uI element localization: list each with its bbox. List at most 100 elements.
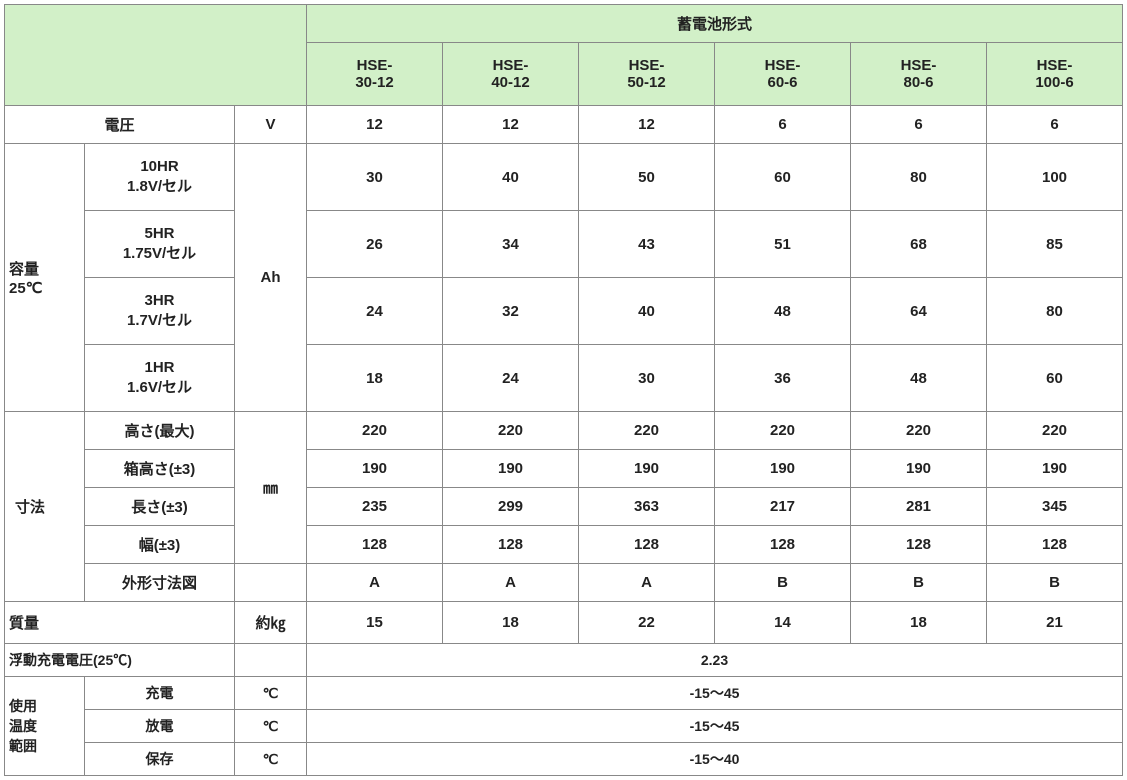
voltage-label: 電圧 <box>5 106 235 144</box>
dim-3-2: 128 <box>579 526 715 564</box>
header-blank <box>5 5 307 106</box>
cap-1-1: 34 <box>443 211 579 278</box>
capacity-rate-3-label: 1HR1.6V/セル <box>85 345 235 412</box>
temp-2-label: 保存 <box>85 743 235 776</box>
temp-1-unit: ℃ <box>235 710 307 743</box>
dim-1-1: 190 <box>443 450 579 488</box>
mass-1: 18 <box>443 602 579 644</box>
capacity-rate-0-label: 10HR1.8V/セル <box>85 144 235 211</box>
voltage-unit: V <box>235 106 307 144</box>
cap-3-1: 24 <box>443 345 579 412</box>
capacity-row-2: 3HR1.7V/セル 24 32 40 48 64 80 <box>5 278 1123 345</box>
cap-1-2: 43 <box>579 211 715 278</box>
model-5: HSE-100-6 <box>987 43 1123 106</box>
cap-2-2: 40 <box>579 278 715 345</box>
temp-0-value: -15～45 <box>307 677 1123 710</box>
temp-2-value: -15～40 <box>307 743 1123 776</box>
mass-3: 14 <box>715 602 851 644</box>
voltage-v3: 6 <box>715 106 851 144</box>
dim-1-2: 190 <box>579 450 715 488</box>
cap-3-3: 36 <box>715 345 851 412</box>
mass-0: 15 <box>307 602 443 644</box>
dim-row-1: 箱高さ(±3) 190 190 190 190 190 190 <box>5 450 1123 488</box>
cap-0-3: 60 <box>715 144 851 211</box>
cap-3-5: 60 <box>987 345 1123 412</box>
cap-3-2: 30 <box>579 345 715 412</box>
dim-row-2: 長さ(±3) 235 299 363 217 281 345 <box>5 488 1123 526</box>
model-3: HSE-60-6 <box>715 43 851 106</box>
dim-0-2: 220 <box>579 412 715 450</box>
out-2: A <box>579 564 715 602</box>
dim-group-label: 寸法 <box>5 412 85 602</box>
cap-1-3: 51 <box>715 211 851 278</box>
dim-row-0: 寸法 高さ(最大) ㎜ 220 220 220 220 220 220 <box>5 412 1123 450</box>
voltage-v0: 12 <box>307 106 443 144</box>
dim-0-label: 高さ(最大) <box>85 412 235 450</box>
header-group-title: 蓄電池形式 <box>307 5 1123 43</box>
dim-2-3: 217 <box>715 488 851 526</box>
mass-5: 21 <box>987 602 1123 644</box>
voltage-v2: 12 <box>579 106 715 144</box>
mass-4: 18 <box>851 602 987 644</box>
cap-2-5: 80 <box>987 278 1123 345</box>
dim-2-1: 299 <box>443 488 579 526</box>
dim-1-label: 箱高さ(±3) <box>85 450 235 488</box>
cap-0-0: 30 <box>307 144 443 211</box>
capacity-rate-2-label: 3HR1.7V/セル <box>85 278 235 345</box>
model-4: HSE-80-6 <box>851 43 987 106</box>
voltage-v4: 6 <box>851 106 987 144</box>
cap-2-0: 24 <box>307 278 443 345</box>
dim-2-4: 281 <box>851 488 987 526</box>
dim-3-5: 128 <box>987 526 1123 564</box>
cap-2-3: 48 <box>715 278 851 345</box>
mass-unit: 約㎏ <box>235 602 307 644</box>
dim-3-0: 128 <box>307 526 443 564</box>
dim-unit: ㎜ <box>235 412 307 564</box>
float-voltage-unit <box>235 644 307 677</box>
out-3: B <box>715 564 851 602</box>
dim-3-label: 幅(±3) <box>85 526 235 564</box>
mass-label: 質量 <box>5 602 235 644</box>
temp-group-label: 使用温度範囲 <box>5 677 85 776</box>
dim-1-0: 190 <box>307 450 443 488</box>
dim-0-3: 220 <box>715 412 851 450</box>
float-voltage-row: 浮動充電電圧(25℃) 2.23 <box>5 644 1123 677</box>
capacity-rate-1-label: 5HR1.75V/セル <box>85 211 235 278</box>
dim-row-3: 幅(±3) 128 128 128 128 128 128 <box>5 526 1123 564</box>
dim-0-1: 220 <box>443 412 579 450</box>
float-voltage-label: 浮動充電電圧(25℃) <box>5 644 235 677</box>
voltage-v5: 6 <box>987 106 1123 144</box>
model-1: HSE-40-12 <box>443 43 579 106</box>
capacity-row-3: 1HR1.6V/セル 18 24 30 36 48 60 <box>5 345 1123 412</box>
temp-2-unit: ℃ <box>235 743 307 776</box>
voltage-v1: 12 <box>443 106 579 144</box>
cap-1-0: 26 <box>307 211 443 278</box>
out-1: A <box>443 564 579 602</box>
header-row-1: 蓄電池形式 <box>5 5 1123 43</box>
cap-0-1: 40 <box>443 144 579 211</box>
dim-3-4: 128 <box>851 526 987 564</box>
temp-1-value: -15～45 <box>307 710 1123 743</box>
out-0: A <box>307 564 443 602</box>
temp-row-1: 放電 ℃ -15～45 <box>5 710 1123 743</box>
cap-0-4: 80 <box>851 144 987 211</box>
capacity-unit: Ah <box>235 144 307 412</box>
cap-1-5: 85 <box>987 211 1123 278</box>
temp-row-0: 使用温度範囲 充電 ℃ -15～45 <box>5 677 1123 710</box>
temp-0-unit: ℃ <box>235 677 307 710</box>
mass-2: 22 <box>579 602 715 644</box>
dim-outline-unit <box>235 564 307 602</box>
dim-2-0: 235 <box>307 488 443 526</box>
capacity-group-label: 容量25℃ <box>5 144 85 412</box>
cap-2-1: 32 <box>443 278 579 345</box>
temp-row-2: 保存 ℃ -15～40 <box>5 743 1123 776</box>
temp-1-label: 放電 <box>85 710 235 743</box>
out-4: B <box>851 564 987 602</box>
dim-0-4: 220 <box>851 412 987 450</box>
dim-outline-row: 外形寸法図 A A A B B B <box>5 564 1123 602</box>
cap-0-2: 50 <box>579 144 715 211</box>
dim-2-2: 363 <box>579 488 715 526</box>
dim-3-3: 128 <box>715 526 851 564</box>
cap-3-4: 48 <box>851 345 987 412</box>
dim-1-5: 190 <box>987 450 1123 488</box>
